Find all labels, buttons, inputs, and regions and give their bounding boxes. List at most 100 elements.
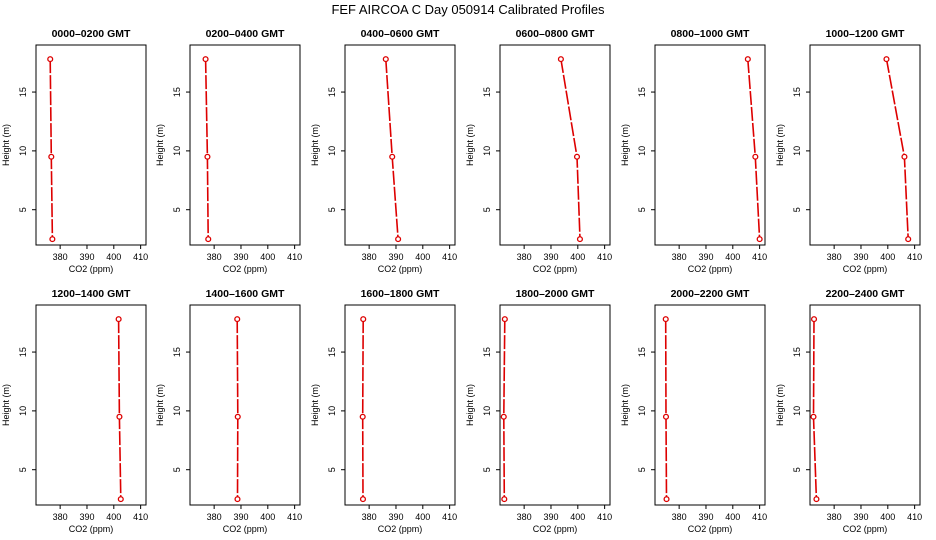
data-point <box>382 56 389 63</box>
x-tick-label: 400 <box>725 252 740 262</box>
data-point <box>573 153 581 160</box>
y-tick-label: 15 <box>637 347 647 357</box>
x-tick-label: 410 <box>752 252 767 262</box>
profile-line <box>385 59 399 240</box>
data-point <box>47 56 54 63</box>
chart-panel: 1600–1800 GMT 380 390 400 410 5 10 15 CO2 (ppm) H… <box>310 288 457 534</box>
y-tick-label: 10 <box>637 406 647 416</box>
x-axis-label: CO2 (ppm) <box>69 264 114 274</box>
x-axis-label: CO2 (ppm) <box>223 264 268 274</box>
profile-line <box>361 319 365 500</box>
x-tick-label: 410 <box>442 512 457 522</box>
y-tick-label: 15 <box>172 347 182 357</box>
x-tick-label: 390 <box>388 252 403 262</box>
x-tick-label: 380 <box>362 252 377 262</box>
data-point <box>204 153 211 160</box>
x-tick-label: 390 <box>698 512 713 522</box>
x-axis-label: CO2 (ppm) <box>533 264 578 274</box>
chart-panel: 1400–1600 GMT 380 390 400 410 5 10 15 CO2 (ppm) H… <box>155 288 302 534</box>
panel-title: 0600–0800 GMT <box>516 28 595 40</box>
figure-title: FEF AIRCOA C Day 050914 Calibrated Profi… <box>331 2 605 17</box>
x-axis-label: CO2 (ppm) <box>688 524 733 534</box>
y-tick-label: 5 <box>792 207 802 212</box>
y-tick-label: 15 <box>792 87 802 97</box>
y-tick-label: 5 <box>482 467 492 472</box>
y-tick-label: 15 <box>482 87 492 97</box>
x-tick-label: 410 <box>907 252 922 262</box>
y-tick-label: 10 <box>172 406 182 416</box>
data-point <box>905 236 912 243</box>
panel-title: 0200–0400 GMT <box>206 28 285 40</box>
x-tick-label: 380 <box>207 512 222 522</box>
profile-line <box>747 59 761 240</box>
chart-panel: 1000–1200 GMT 380 390 400 410 5 10 15 CO2 (ppm) H… <box>775 28 922 274</box>
y-tick-label: 5 <box>792 467 802 472</box>
data-point <box>360 316 367 323</box>
x-axis-label: CO2 (ppm) <box>69 524 114 534</box>
data-point <box>48 153 55 160</box>
profile-line <box>204 59 209 240</box>
x-tick-label: 380 <box>672 252 687 262</box>
y-tick-label: 10 <box>792 146 802 156</box>
chart-panel: 0200–0400 GMT 380 390 400 410 5 10 15 CO2 (ppm) H… <box>155 28 302 274</box>
profile-line <box>236 319 239 500</box>
profile-line <box>560 58 581 240</box>
x-tick-label: 390 <box>543 512 558 522</box>
data-point <box>395 236 402 243</box>
panel-title: 1200–1400 GMT <box>52 288 131 300</box>
data-point <box>359 413 366 420</box>
x-tick-label: 380 <box>53 252 68 262</box>
x-tick-label: 400 <box>415 252 430 262</box>
y-tick-label: 5 <box>637 207 647 212</box>
y-axis-label: Height (m) <box>155 384 165 426</box>
chart-panel: 2000–2200 GMT 380 390 400 410 5 10 15 CO2 (ppm) H… <box>620 288 767 534</box>
x-tick-label: 390 <box>79 252 94 262</box>
y-tick-label: 10 <box>482 406 492 416</box>
data-point <box>883 56 890 63</box>
y-tick-label: 5 <box>482 207 492 212</box>
data-point <box>810 413 817 420</box>
y-tick-label: 15 <box>792 347 802 357</box>
data-point <box>576 236 584 243</box>
y-tick-label: 10 <box>482 146 492 156</box>
x-axis-label: CO2 (ppm) <box>223 524 268 534</box>
data-point <box>663 496 670 503</box>
x-tick-label: 400 <box>570 252 585 262</box>
data-point <box>234 413 241 420</box>
chart-panel: 1200–1400 GMT 380 390 400 410 5 10 15 CO2 (ppm) H… <box>1 288 148 534</box>
x-tick-label: 400 <box>880 512 895 522</box>
y-axis-label: Height (m) <box>155 124 165 166</box>
data-point <box>202 56 209 63</box>
x-tick-label: 380 <box>362 512 377 522</box>
profile-line <box>885 58 909 240</box>
x-tick-label: 400 <box>260 512 275 522</box>
x-axis-label: CO2 (ppm) <box>843 524 888 534</box>
chart-panel: 2200–2400 GMT 380 390 400 410 5 10 15 CO2 (ppm) H… <box>775 288 922 534</box>
panel-title: 1600–1800 GMT <box>361 288 440 300</box>
y-axis-label: Height (m) <box>1 124 11 166</box>
data-point <box>117 496 124 503</box>
x-tick-label: 390 <box>79 512 94 522</box>
y-tick-label: 10 <box>172 146 182 156</box>
x-tick-label: 390 <box>853 252 868 262</box>
y-tick-label: 15 <box>327 87 337 97</box>
data-point <box>756 236 763 243</box>
y-tick-label: 15 <box>482 347 492 357</box>
x-axis-label: CO2 (ppm) <box>378 524 423 534</box>
data-point <box>501 316 508 323</box>
chart-panel: 1800–2000 GMT 380 390 400 410 5 10 15 CO2 (ppm) H… <box>465 288 612 534</box>
x-tick-label: 380 <box>207 252 222 262</box>
y-axis-label: Height (m) <box>775 124 785 166</box>
panel-title: 1400–1600 GMT <box>206 288 285 300</box>
y-axis-label: Height (m) <box>465 124 475 166</box>
y-tick-label: 10 <box>327 406 337 416</box>
x-tick-label: 410 <box>907 512 922 522</box>
data-point <box>557 56 564 63</box>
y-tick-label: 15 <box>637 87 647 97</box>
data-point <box>389 153 396 160</box>
chart-panel: 0000–0200 GMT 380 390 400 410 5 10 15 CO2 (ppm) H… <box>1 28 148 274</box>
data-point <box>662 413 670 420</box>
data-point <box>234 316 241 323</box>
x-tick-label: 410 <box>287 512 302 522</box>
